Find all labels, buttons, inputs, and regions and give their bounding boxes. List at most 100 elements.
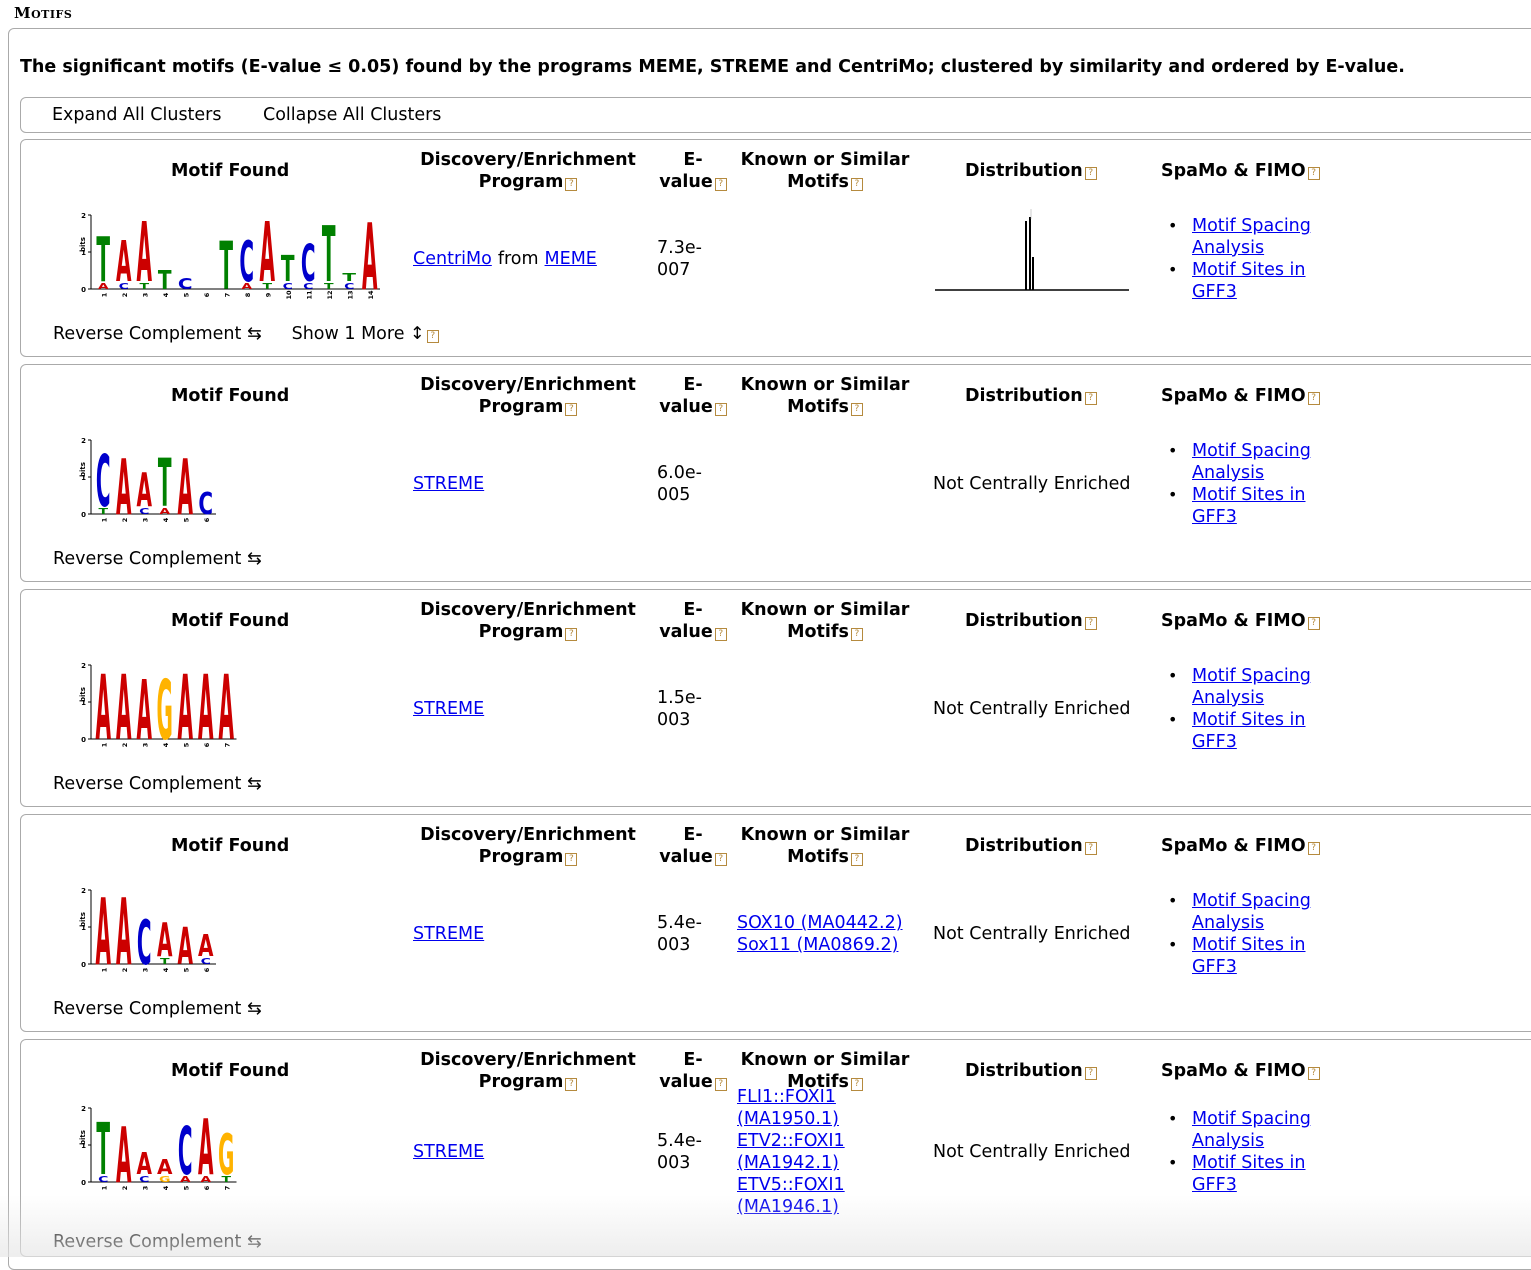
reverse-complement-button[interactable]: Reverse Complement ⇆: [53, 549, 262, 569]
known-motif-link[interactable]: SOX10 (MA0442.2): [737, 913, 903, 933]
program-help-icon[interactable]: ?: [565, 178, 578, 191]
show-more-button[interactable]: Show 1 More ↕: [291, 324, 425, 344]
program-help-icon[interactable]: ?: [565, 853, 578, 866]
header-known-line1: Known or Similar: [740, 375, 910, 395]
bullet-icon: •: [1168, 710, 1178, 729]
header-known-line1: Known or Similar: [740, 1050, 910, 1070]
logo-position-label: 1: [100, 967, 108, 972]
motif-spacing-link-cont[interactable]: Analysis: [1192, 913, 1265, 933]
motif-spacing-link-cont[interactable]: Analysis: [1192, 688, 1265, 708]
program-source-link[interactable]: MEME: [544, 249, 597, 269]
reverse-complement-button[interactable]: Reverse Complement ⇆: [53, 324, 262, 344]
motif-sites-link-cont[interactable]: GFF3: [1192, 732, 1237, 752]
logo-letter: A: [198, 658, 213, 757]
motif-logo-wrap: 2 1 0 bits A 1 A 2 A 3 G 4 A 5 A 6 A 7: [69, 657, 253, 761]
evalue-line2: 003: [657, 935, 691, 955]
spamo-help-icon[interactable]: ?: [1307, 1067, 1320, 1080]
logo-letter: A: [96, 658, 111, 757]
logo-letter: C: [137, 908, 152, 979]
program-link[interactable]: STREME: [413, 924, 485, 944]
known-motif-link[interactable]: (MA1942.1): [737, 1153, 839, 1173]
motif-spacing-link-cont[interactable]: Analysis: [1192, 238, 1265, 258]
logo-ylabel: bits: [79, 462, 87, 477]
program-link[interactable]: CentriMo: [413, 249, 492, 269]
known-motif-link[interactable]: FLI1::FOXI1: [737, 1087, 836, 1107]
collapse-all-clusters-button[interactable]: Collapse All Clusters: [263, 105, 442, 125]
reverse-complement-button[interactable]: Reverse Complement ⇆: [53, 774, 262, 794]
expand-all-clusters-button[interactable]: Expand All Clusters: [52, 105, 222, 125]
spamo-help-icon[interactable]: ?: [1307, 392, 1320, 405]
logo-letter: A: [157, 1155, 173, 1179]
logo-position-label: 1: [100, 517, 108, 522]
distribution-help-icon[interactable]: ?: [1084, 392, 1097, 405]
logo-letter: C: [178, 1113, 193, 1190]
spamo-help-icon[interactable]: ?: [1307, 842, 1320, 855]
motif-spacing-link[interactable]: Motif Spacing: [1192, 891, 1311, 911]
motif-spacing-item: • Motif Spacing Analysis: [1168, 665, 1311, 709]
program-link[interactable]: STREME: [413, 474, 485, 494]
evalue-help-icon[interactable]: ?: [714, 628, 727, 641]
logo-position-label: 11: [305, 290, 313, 300]
program-help-icon[interactable]: ?: [565, 403, 578, 416]
known-motifs-help-icon[interactable]: ?: [850, 628, 863, 641]
distribution-help-icon[interactable]: ?: [1084, 617, 1097, 630]
evalue-help-icon[interactable]: ?: [714, 1078, 727, 1091]
motif-spacing-link[interactable]: Motif Spacing: [1192, 666, 1311, 686]
motif-sites-link[interactable]: Motif Sites in: [1192, 935, 1306, 955]
header-known-label: Motifs: [787, 172, 849, 192]
spamo-fimo-list: • Motif Spacing Analysis • Motif Sites in GFF…: [1168, 890, 1311, 978]
distribution-help-icon[interactable]: ?: [1084, 1067, 1097, 1080]
motif-spacing-link[interactable]: Motif Spacing: [1192, 216, 1311, 236]
program-link[interactable]: STREME: [413, 699, 485, 719]
header-motif-found-label: Motif Found: [171, 836, 290, 856]
header-program-line2: Program?: [413, 621, 643, 643]
bullet-icon: •: [1168, 935, 1178, 954]
logo-letter: A: [219, 658, 234, 757]
known-motif-link[interactable]: ETV2::FOXI1: [737, 1131, 845, 1151]
known-motif-link[interactable]: (MA1950.1): [737, 1109, 839, 1129]
motif-spacing-link-cont[interactable]: Analysis: [1192, 463, 1265, 483]
motif-sites-link[interactable]: Motif Sites in: [1192, 710, 1306, 730]
evalue-help-icon[interactable]: ?: [714, 403, 727, 416]
reverse-complement-button[interactable]: Reverse Complement ⇆: [53, 999, 262, 1019]
known-motifs-help-icon[interactable]: ?: [850, 1078, 863, 1091]
evalue-help-icon[interactable]: ?: [714, 178, 727, 191]
program-help-icon[interactable]: ?: [565, 1078, 578, 1091]
distribution-help-icon[interactable]: ?: [1084, 842, 1097, 855]
header-spamo-fimo: SpaMo & FIMO?: [1161, 1060, 1320, 1082]
logo-tick-label: 2: [81, 212, 86, 220]
show-more-help-icon[interactable]: ?: [426, 330, 439, 343]
distribution-note: Not Centrally Enriched: [933, 699, 1131, 719]
spamo-help-icon[interactable]: ?: [1307, 617, 1320, 630]
logo-sub-letter: A: [98, 282, 109, 291]
logo-position-label: 9: [264, 292, 272, 297]
motif-sites-link-cont[interactable]: GFF3: [1192, 282, 1237, 302]
header-distribution-label: Distribution: [965, 836, 1083, 856]
distribution-help-icon[interactable]: ?: [1084, 167, 1097, 180]
motif-sites-link[interactable]: Motif Sites in: [1192, 485, 1306, 505]
known-motifs-help-icon[interactable]: ?: [850, 178, 863, 191]
known-motif-link[interactable]: (MA1946.1): [737, 1197, 839, 1217]
known-motifs-help-icon[interactable]: ?: [850, 403, 863, 416]
known-motifs-help-icon[interactable]: ?: [850, 853, 863, 866]
header-distribution-label: Distribution: [965, 1061, 1083, 1081]
header-evalue: E-value?: [653, 149, 733, 193]
known-motif-link[interactable]: Sox11 (MA0869.2): [737, 935, 899, 955]
header-motif-found: Motif Found: [171, 385, 289, 407]
motif-sites-link-cont[interactable]: GFF3: [1192, 507, 1237, 527]
spamo-help-icon[interactable]: ?: [1307, 167, 1320, 180]
reverse-complement-button[interactable]: Reverse Complement ⇆: [53, 1232, 262, 1252]
logo-sub-letter: C: [98, 1175, 108, 1184]
program-link[interactable]: STREME: [413, 1142, 485, 1162]
motif-spacing-link[interactable]: Motif Spacing: [1192, 441, 1311, 461]
evalue-help-icon[interactable]: ?: [714, 853, 727, 866]
motif-sites-link-cont[interactable]: GFF3: [1192, 957, 1237, 977]
motif-spacing-link-cont[interactable]: Analysis: [1192, 1131, 1265, 1151]
motif-spacing-link[interactable]: Motif Spacing: [1192, 1109, 1311, 1129]
program-help-icon[interactable]: ?: [565, 628, 578, 641]
motif-sites-link[interactable]: Motif Sites in: [1192, 260, 1306, 280]
header-spamo-fimo: SpaMo & FIMO?: [1161, 385, 1320, 407]
motif-sites-link[interactable]: Motif Sites in: [1192, 1153, 1306, 1173]
known-motif-link[interactable]: ETV5::FOXI1: [737, 1175, 845, 1195]
motif-sites-link-cont[interactable]: GFF3: [1192, 1175, 1237, 1195]
